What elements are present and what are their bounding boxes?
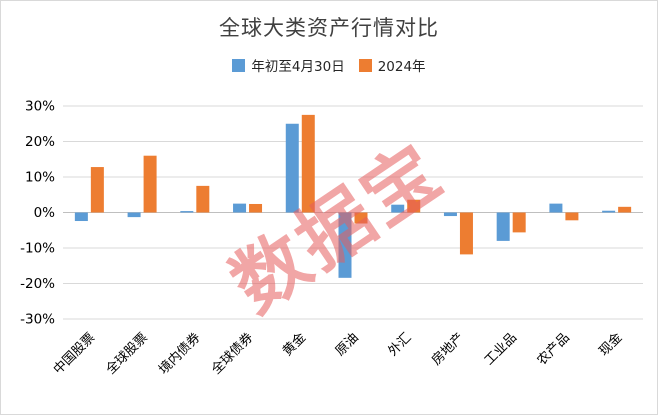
x-axis-category-label: 境内债券 [156,330,204,378]
bar-series0-原油 [338,212,352,278]
y-axis-tick-label: 10% [25,170,55,186]
bar-series0-中国股票 [74,212,88,222]
bar-series1-外汇 [407,199,421,213]
bar-series0-境内债券 [180,211,194,213]
x-axis-category-label: 房地产 [428,330,467,369]
x-axis-category-label: 外汇 [386,330,415,359]
bar-series0-外汇 [391,204,405,213]
bar-series1-工业品 [512,212,526,233]
bar-series1-农产品 [565,212,579,221]
x-axis-category-label: 农产品 [535,330,573,368]
bar-series1-房地产 [459,212,473,255]
legend-swatch-2024-icon [358,58,372,72]
legend-item-2024: 2024年 [358,55,426,75]
bar-series1-境内债券 [196,185,210,213]
y-axis-tick-label: -20% [20,276,55,292]
legend-swatch-ytd-icon [232,58,246,72]
bar-series1-原油 [354,212,368,224]
x-axis-category-label: 中国股票 [51,330,98,377]
x-axis-category-label: 全球股票 [103,330,151,378]
bar-series0-现金 [602,210,616,213]
x-axis-category-label: 原油 [333,330,362,359]
bar-series0-工业品 [496,212,510,241]
y-axis-tick-label: 0% [34,205,56,221]
bar-series1-黄金 [301,114,315,213]
bar-series0-全球债券 [233,203,247,213]
x-axis-category-label: 全球债券 [208,330,256,378]
chart-title: 全球大类资产行情对比 [219,16,439,40]
y-axis-tick-label: -10% [20,241,55,257]
bar-series1-中国股票 [90,167,104,213]
bar-series0-农产品 [549,203,563,213]
x-axis-category-label: 工业品 [482,330,520,368]
bar-series0-房地产 [443,212,457,217]
y-axis-tick-label: 30% [25,99,55,115]
bar-series1-全球股票 [143,155,157,213]
bar-series1-现金 [618,206,632,213]
bar-series1-全球债券 [249,203,263,213]
x-axis-category-label: 黄金 [279,330,309,360]
legend-label-ytd: 年初至4月30日 [251,59,345,75]
x-axis-category-label: 现金 [596,330,626,360]
legend-label-2024: 2024年 [377,59,426,75]
bar-series0-全球股票 [127,212,141,218]
y-axis-tick-label: -30% [20,312,55,328]
bar-series0-黄金 [285,123,299,213]
legend: 年初至4月30日 2024年 [1,55,657,75]
legend-item-ytd: 年初至4月30日 [232,55,345,75]
y-axis-tick-label: 20% [25,134,55,150]
